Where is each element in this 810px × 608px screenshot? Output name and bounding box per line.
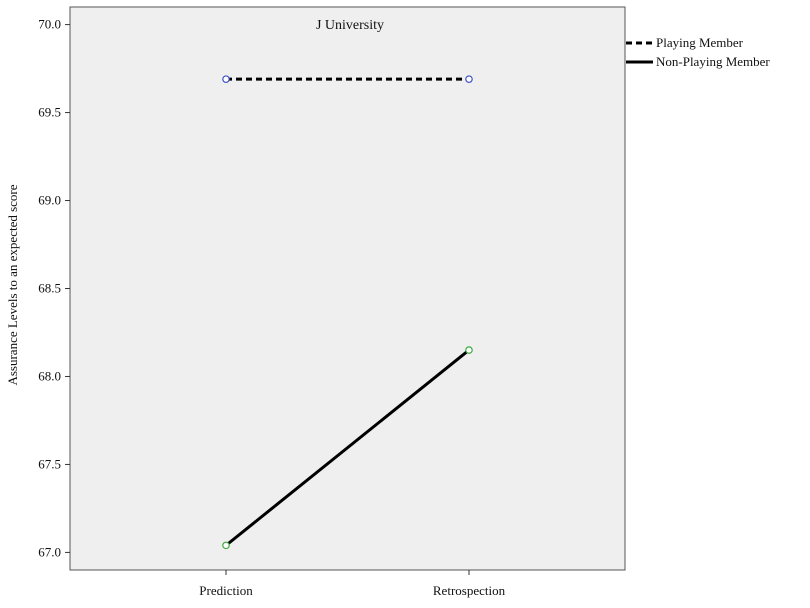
y-tick-label: 69.0: [38, 193, 61, 208]
series-layer: [222, 75, 473, 550]
x-axis-ticks: Prediction Retrospection: [199, 570, 506, 598]
y-tick-label: 69.5: [38, 105, 61, 120]
x-tick-label: Prediction: [199, 583, 253, 598]
data-point: [222, 75, 230, 83]
series-line-non-playing-member: [225, 348, 470, 547]
y-tick-label: 68.5: [38, 281, 61, 296]
y-tick-label: 70.0: [38, 17, 61, 32]
data-point: [465, 75, 473, 83]
legend-label: Playing Member: [656, 35, 744, 50]
y-tick-label: 68.0: [38, 368, 61, 383]
y-tick-label: 67.0: [38, 544, 61, 559]
y-axis-title: Assurance Levels to an expected score: [5, 184, 20, 385]
legend: Playing Member Non-Playing Member: [626, 35, 770, 69]
plot-area: [69, 6, 626, 571]
data-point: [222, 541, 230, 550]
chart-title: J University: [316, 18, 384, 33]
data-point: [465, 346, 473, 354]
x-tick-label: Retrospection: [433, 583, 506, 598]
y-tick-label: 67.5: [38, 456, 61, 471]
y-axis-ticks: 67.0 67.5 68.0 68.5 69.0 69.5 70.0: [38, 17, 70, 559]
legend-label: Non-Playing Member: [656, 54, 770, 69]
